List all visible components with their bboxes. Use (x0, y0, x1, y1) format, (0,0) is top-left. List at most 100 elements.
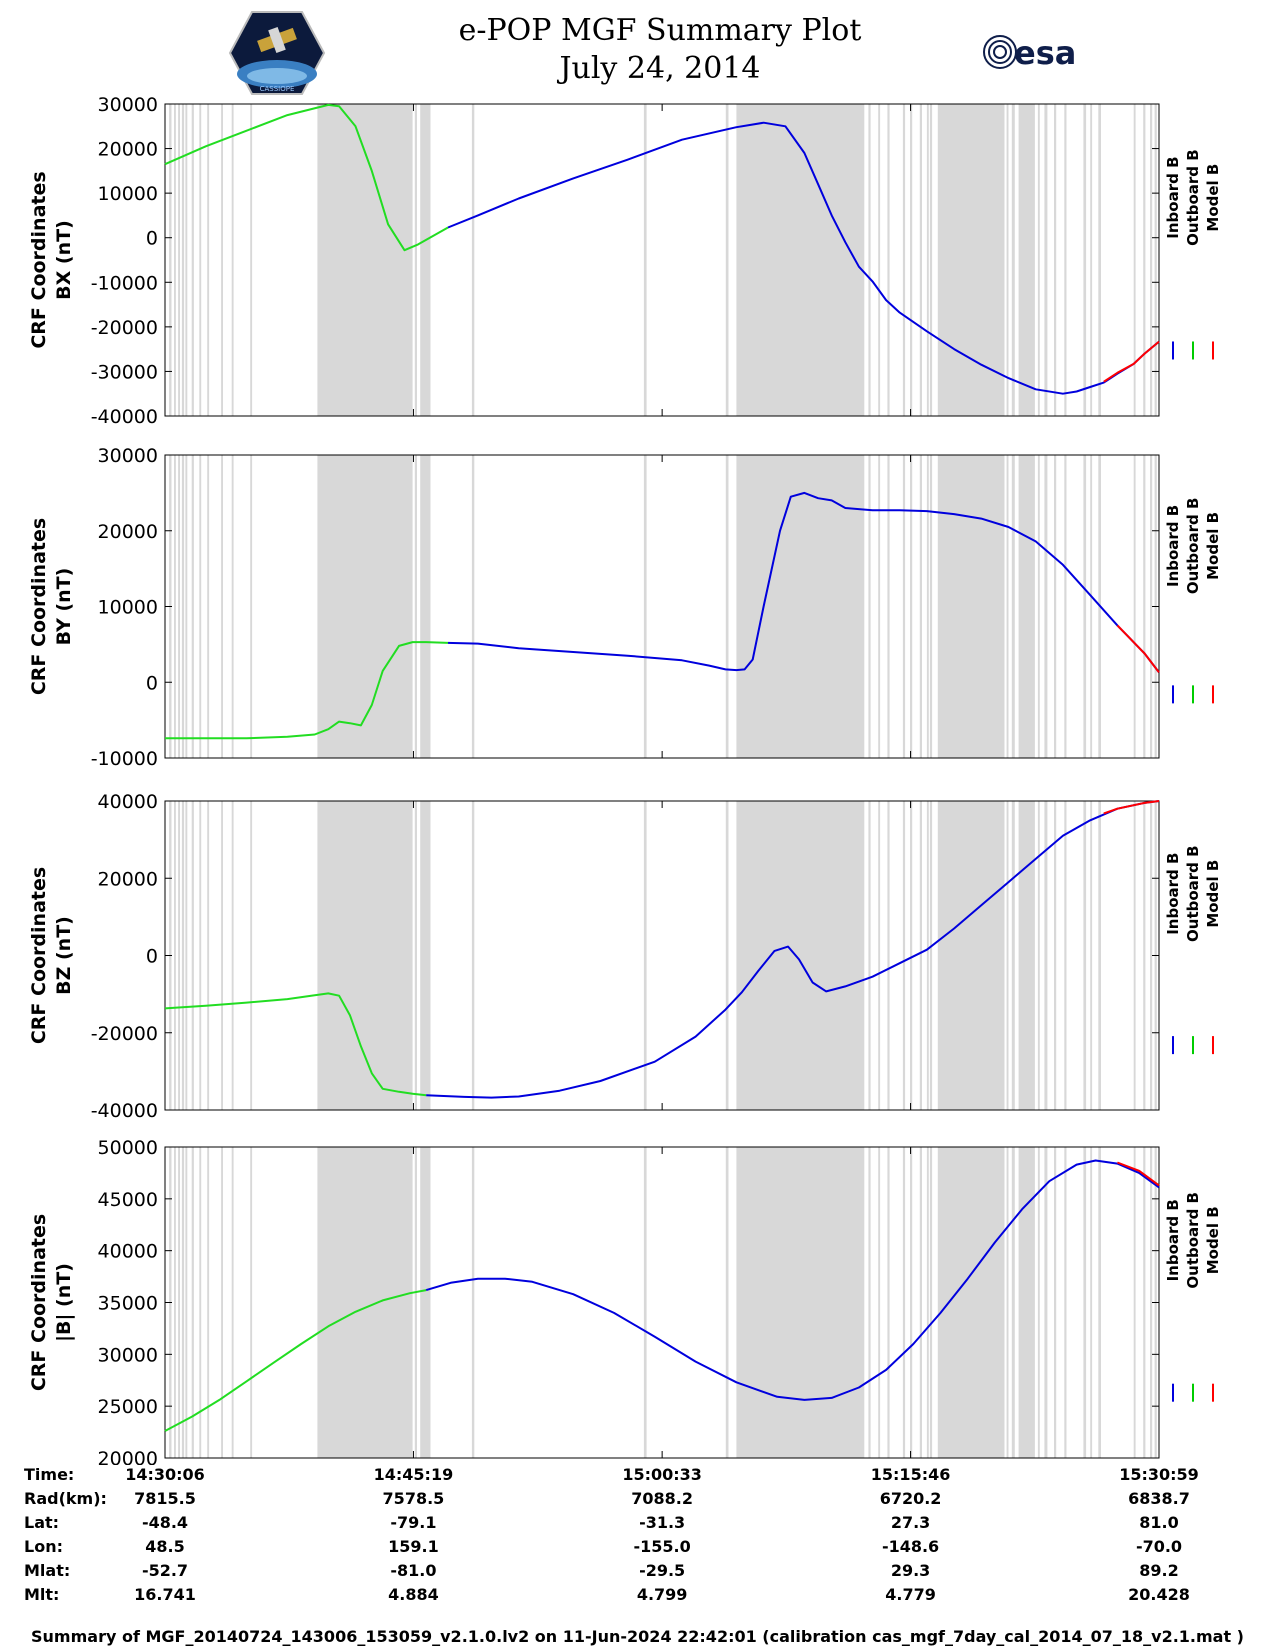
y-tick-label: 0 (146, 672, 158, 694)
info-cell: 6720.2 (879, 1489, 942, 1508)
gap-band (1054, 801, 1057, 1110)
info-cell: 14:30:06 (125, 1465, 205, 1484)
gap-band (174, 104, 176, 416)
chart-panel-1: 30000 20000 10000 0 -10000 -20000 -30000 -40000… (28, 94, 1222, 428)
info-row: Time: 14:30:06 14:45:19 15:00:33 15:15:46 15:… (0, 1465, 1275, 1489)
legend-label: Outboard B (1184, 1192, 1202, 1289)
y-axis-label-line-2: BX (nT) (53, 220, 75, 300)
gap-band (1011, 455, 1015, 758)
gap-band (191, 1147, 194, 1458)
gap-band (1044, 1147, 1048, 1458)
gap-band (174, 1147, 176, 1458)
y-tick-label: 30000 (98, 445, 158, 467)
info-cell: 15:00:33 (622, 1465, 702, 1484)
gap-band (929, 801, 933, 1110)
gap-band (1064, 801, 1067, 1110)
gap-band (1133, 455, 1136, 758)
gap-band (1006, 455, 1009, 758)
gap-band (1133, 801, 1136, 1110)
y-axis-label-line-1: CRF Coordinates (28, 518, 50, 695)
gap-band (929, 1147, 933, 1458)
chart-panel-4: 50000 45000 40000 35000 30000 25000 20000 CRF C… (28, 1137, 1222, 1465)
gap-band (231, 1147, 234, 1458)
gap-band (725, 801, 729, 1110)
gap-band (199, 104, 202, 416)
gap-band (887, 1147, 890, 1458)
gap-band (736, 1147, 865, 1458)
gap-band (181, 104, 185, 416)
y-tick-label: 20000 (98, 868, 158, 890)
logo-right-text: esa (1014, 34, 1076, 72)
series-model-b-line (1103, 800, 1160, 815)
gap-band (250, 1147, 253, 1458)
gap-band (1083, 801, 1087, 1110)
y-tick-label: 20000 (98, 521, 158, 543)
gap-band (1090, 104, 1093, 416)
info-cell: -79.1 (390, 1513, 437, 1532)
gap-band (1044, 801, 1048, 1110)
series-model-b-line (1103, 340, 1160, 383)
gap-band (919, 455, 922, 758)
gap-band (178, 455, 180, 758)
gap-band (643, 455, 647, 758)
y-tick-label: -40000 (91, 1100, 158, 1122)
info-cell: 7578.5 (382, 1489, 445, 1508)
series-inboard-b-line (447, 121, 1160, 395)
gap-band (1064, 104, 1067, 416)
gap-band (1090, 455, 1093, 758)
y-tick-label: -30000 (91, 361, 158, 383)
info-row-header: Mlt: (24, 1585, 60, 1604)
gap-band (1044, 104, 1048, 416)
gap-band (181, 455, 185, 758)
y-tick-label: 20000 (98, 1448, 158, 1465)
gap-band (250, 801, 253, 1110)
info-row-header: Time: (24, 1465, 75, 1484)
gap-band (191, 455, 194, 758)
gap-band (178, 1147, 180, 1458)
series-model-b-line (1117, 1161, 1160, 1187)
series-model-b-line (1116, 624, 1160, 674)
gap-band (868, 801, 871, 1110)
y-axis-label-line-1: CRF Coordinates (28, 171, 50, 348)
gap-band (643, 1147, 647, 1458)
y-tick-label: 25000 (98, 1396, 158, 1418)
gap-band (221, 104, 223, 416)
gap-band (937, 104, 1005, 416)
gap-band (1098, 104, 1101, 416)
legend-label: Outboard B (1184, 845, 1202, 942)
gap-band (420, 1147, 431, 1458)
gap-band (1006, 104, 1009, 416)
y-axis-label-line-2: BZ (nT) (53, 916, 75, 995)
gap-band (902, 104, 906, 416)
gap-band (471, 104, 475, 416)
series-outboard-b-line (164, 1289, 427, 1432)
gap-band (317, 1147, 413, 1458)
info-cell: 7815.5 (134, 1489, 196, 1508)
info-cell: 15:15:46 (870, 1465, 951, 1484)
gap-band (910, 1147, 913, 1458)
info-row: Rad(km): 7815.5 7578.5 7088.2 6720.2 6838.7 (0, 1489, 1275, 1513)
gap-band (207, 104, 210, 416)
gap-band (178, 801, 180, 1110)
gap-band (887, 801, 890, 1110)
gap-band (1018, 104, 1035, 416)
y-axis-label-line-2: |B| (nT) (53, 1263, 75, 1342)
gap-band (736, 801, 865, 1110)
info-cell: 29.3 (890, 1561, 931, 1580)
info-row: Lon: 48.5 159.1 -155.0 -148.6 -70.0 (0, 1537, 1275, 1561)
series-inboard-b-line (425, 1159, 1160, 1401)
gap-band (868, 1147, 871, 1458)
legend-label: Inboard B (1164, 853, 1182, 935)
info-cell: -70.0 (1135, 1537, 1183, 1556)
chart-panel-2: 30000 20000 10000 0 -10000 CRF Coordinates BY … (28, 445, 1222, 770)
info-cell: 7088.2 (631, 1489, 693, 1508)
y-tick-label: -20000 (91, 317, 158, 339)
chart-panel-3: 40000 20000 0 -20000 -40000 CRF Coordinates BZ… (28, 791, 1222, 1122)
gap-band (414, 1147, 417, 1458)
y-tick-label: -20000 (91, 1023, 158, 1045)
series-inboard-b-line (426, 800, 1160, 1099)
mgf-summary-charts: 30000 20000 10000 0 -10000 -20000 -30000 -40000… (28, 94, 1222, 1465)
gap-band (926, 801, 929, 1110)
gap-band (736, 455, 865, 758)
gap-band (887, 104, 890, 416)
